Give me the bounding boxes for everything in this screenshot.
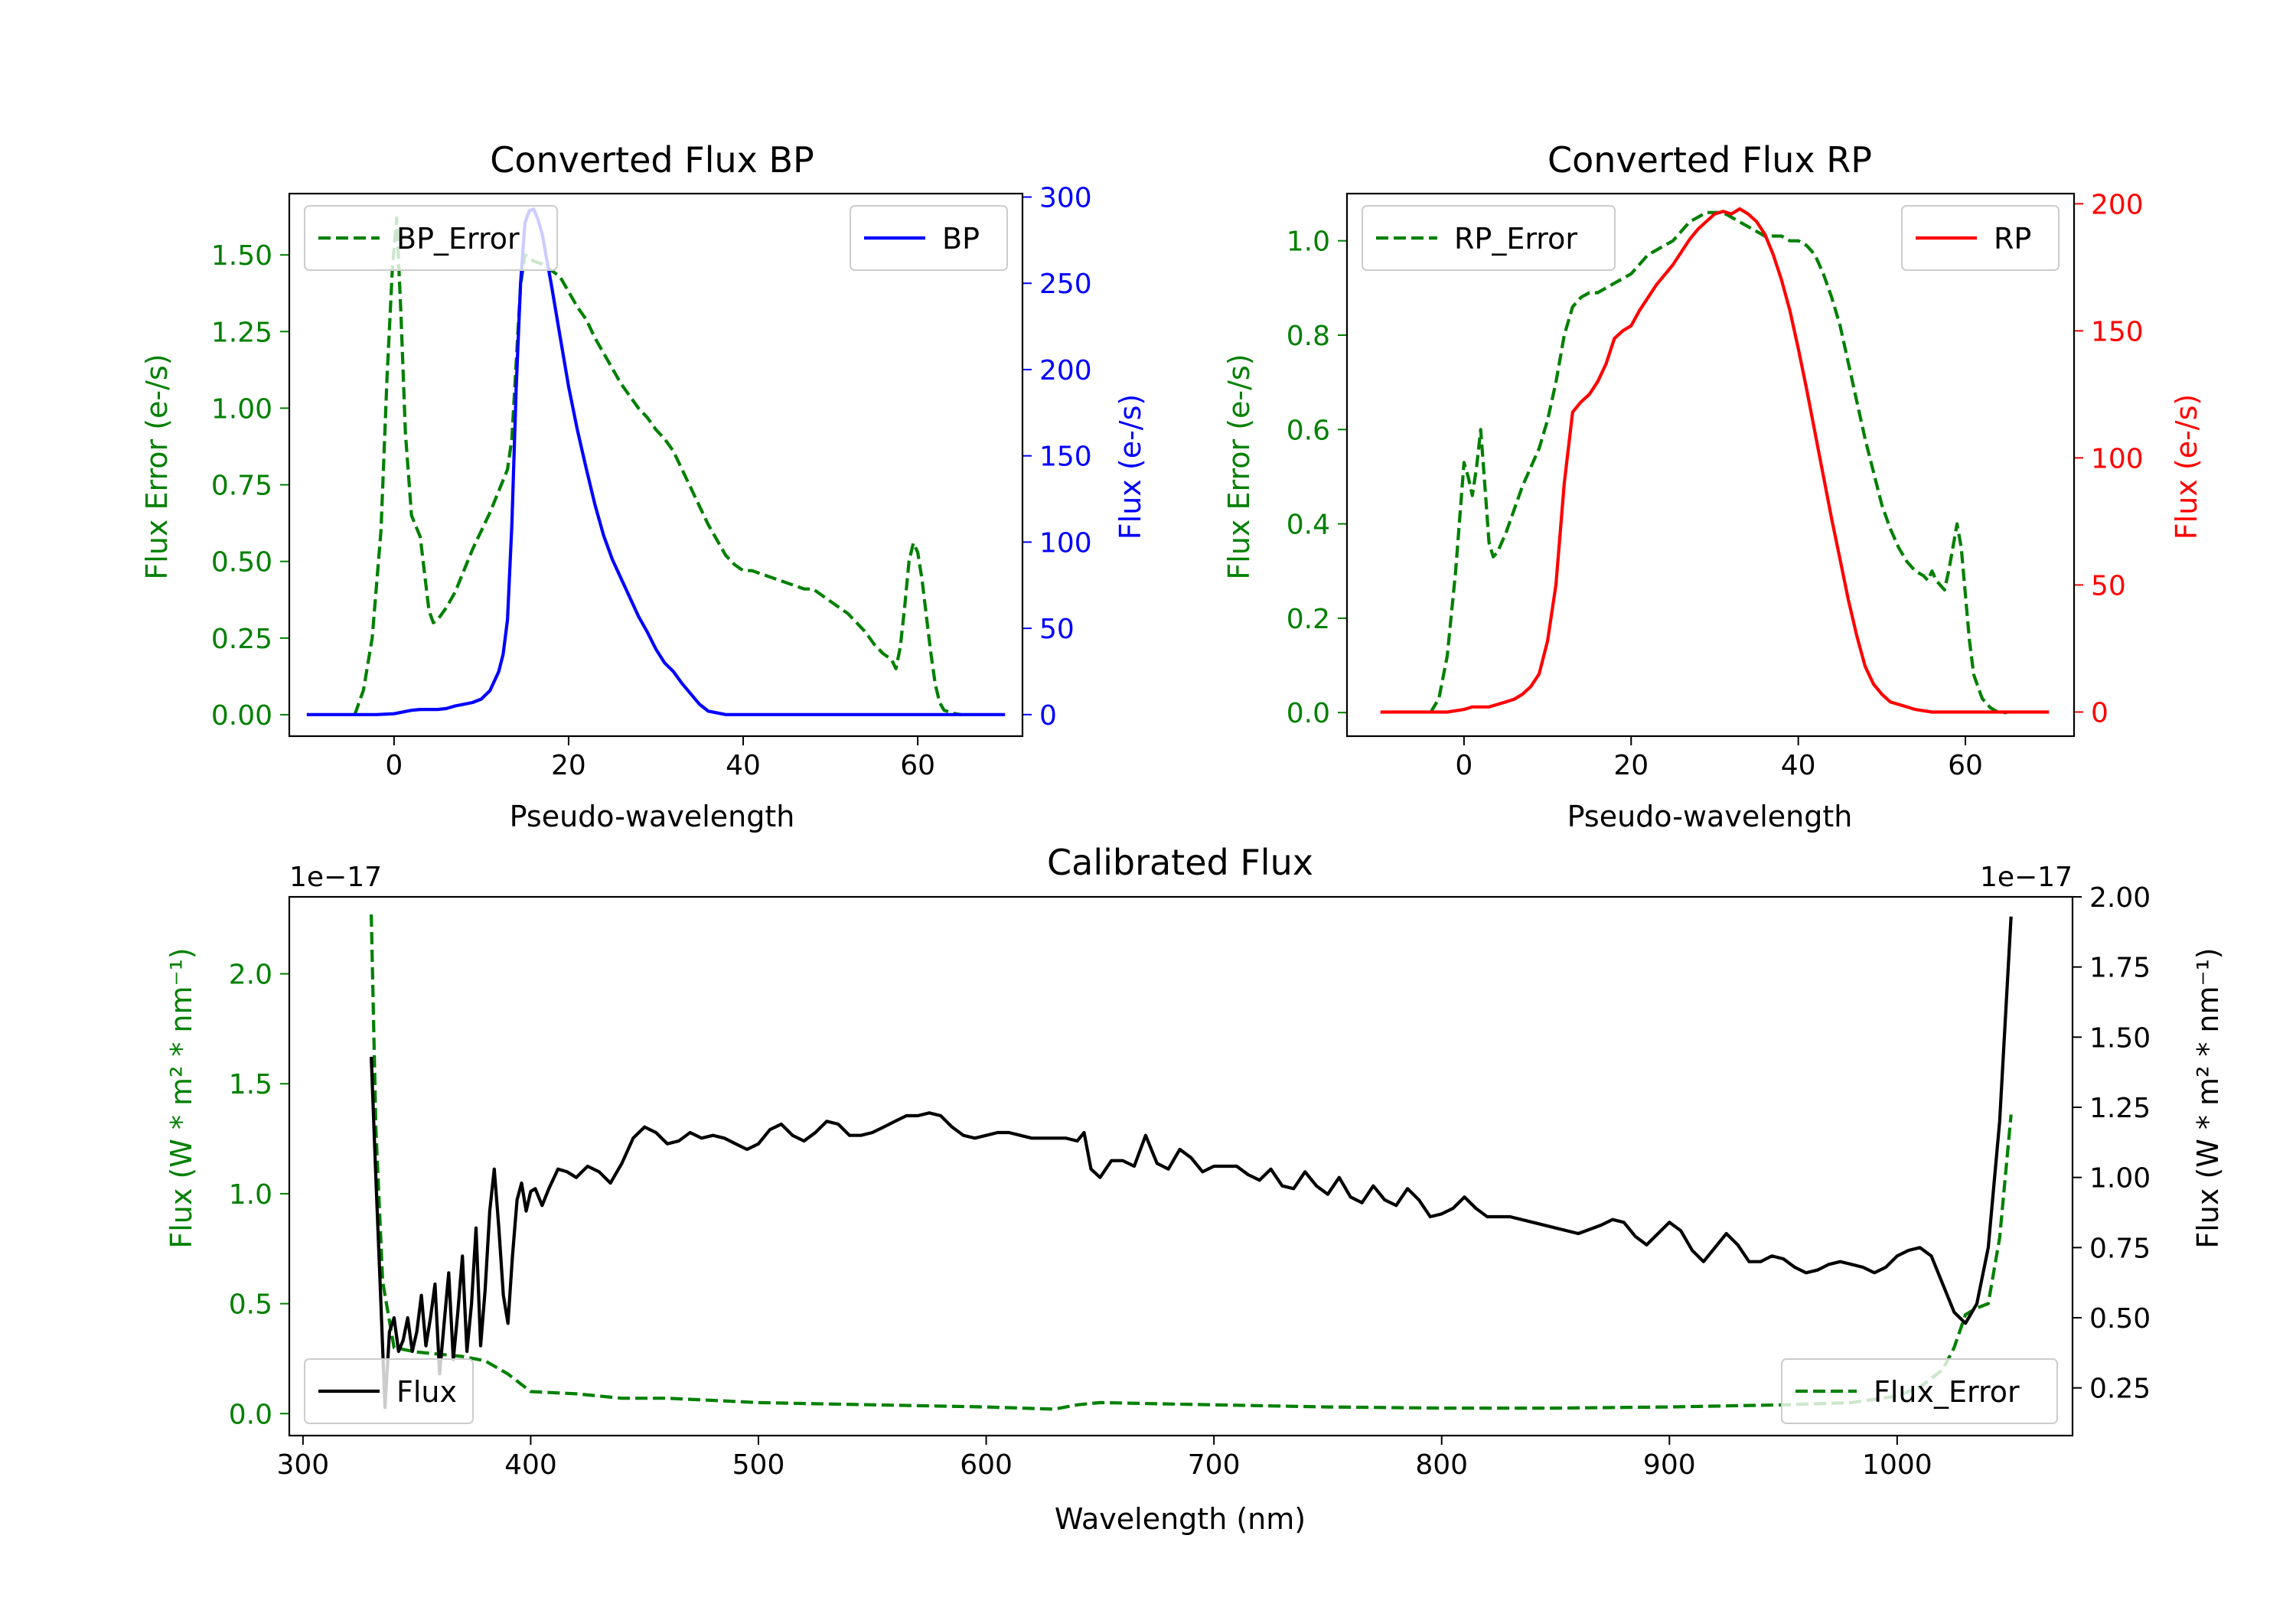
- cal-left-tick-label: 2.0: [229, 960, 272, 991]
- rp-chart-title: Converted Flux RP: [1548, 139, 1872, 181]
- cal-left-tick-label: 1.0: [229, 1179, 272, 1211]
- rp-x-tick-label: 60: [1948, 750, 1983, 781]
- rp-left-tick-label: 0.4: [1287, 510, 1330, 541]
- legend-label: Flux: [396, 1375, 457, 1409]
- bp-x-tick-label: 60: [900, 750, 935, 781]
- cal-x-tick-label: 500: [732, 1449, 785, 1481]
- cal-right-tick-label: 0.25: [2089, 1374, 2151, 1405]
- bp-x-axis-label: Pseudo-wavelength: [510, 800, 795, 833]
- cal-right-tick-label: 1.25: [2089, 1093, 2151, 1124]
- cal-right-tick-label: 0.75: [2089, 1233, 2151, 1264]
- cal-right-axis-label: Flux (W * m² * nm⁻¹): [2191, 947, 2225, 1248]
- cal-x-tick-label: 700: [1188, 1449, 1241, 1481]
- legend-label: BP_Error: [396, 222, 520, 256]
- legend-box: [1362, 205, 1616, 271]
- legend-box: [1901, 205, 2060, 271]
- cal-chart-title: Calibrated Flux: [1047, 842, 1313, 883]
- rp-series-rp-error: [1429, 210, 2007, 715]
- cal-series-flux: [370, 916, 2013, 1410]
- rp-x-axis-label: Pseudo-wavelength: [1567, 800, 1853, 833]
- rp-right-tick-label: 150: [2091, 316, 2144, 347]
- bp-legend-bp: BP: [850, 205, 1008, 271]
- bp-right-tick-label: 200: [1039, 355, 1092, 386]
- cal-x-tick-label: 800: [1415, 1449, 1468, 1481]
- rp-left-tick-label: 0.2: [1287, 604, 1330, 635]
- legend-label: BP: [942, 222, 980, 256]
- legend-box: [850, 205, 1008, 271]
- cal-left-tick-label: 1.5: [229, 1069, 272, 1100]
- cal-left-offset-label: 1e−17: [289, 862, 382, 893]
- cal-x-tick-label: 400: [504, 1449, 557, 1481]
- rp-left-tick-label: 0.0: [1287, 698, 1330, 729]
- legend-label: RP: [1994, 222, 2031, 256]
- bp-left-tick-label: 1.00: [211, 393, 272, 425]
- bp-x-tick-label: 20: [551, 750, 586, 781]
- cal-x-axis-label: Wavelength (nm): [1055, 1502, 1306, 1536]
- cal-x-tick-label: 900: [1643, 1449, 1696, 1481]
- bp-right-tick-label: 50: [1039, 614, 1075, 645]
- legend-label: Flux_Error: [1874, 1375, 2020, 1409]
- rp-legend-rp: RP: [1901, 205, 2060, 271]
- legend-label: RP_Error: [1454, 222, 1577, 256]
- bp-left-tick-label: 0.75: [211, 471, 272, 502]
- cal-left-tick-label: 0.5: [229, 1289, 272, 1321]
- bp-left-tick-label: 1.25: [211, 317, 272, 348]
- legend-box: [1781, 1358, 2058, 1424]
- bp-left-tick-label: 0.25: [211, 624, 272, 655]
- rp-left-tick-label: 1.0: [1287, 227, 1330, 258]
- cal-plot-frame: [288, 895, 2074, 1437]
- rp-left-tick-label: 0.8: [1287, 321, 1330, 352]
- cal-left-tick-label: 0.0: [229, 1399, 272, 1430]
- rp-right-tick-label: 0: [2091, 697, 2108, 729]
- bp-right-tick-label: 100: [1039, 527, 1092, 559]
- bp-series-bp-error: [353, 216, 962, 717]
- cal-x-tick-label: 300: [276, 1449, 329, 1481]
- bp-right-axis-label: Flux (e-/s): [1114, 394, 1147, 539]
- rp-x-tick-label: 40: [1781, 750, 1816, 781]
- bp-right-tick-label: 150: [1039, 442, 1092, 473]
- bp-series-bp: [306, 207, 1006, 716]
- cal-right-tick-label: 0.50: [2089, 1303, 2151, 1335]
- legend-box: [304, 1358, 474, 1424]
- bp-left-tick-label: 0.50: [211, 547, 272, 579]
- rp-x-tick-label: 20: [1613, 750, 1649, 781]
- rp-right-tick-label: 100: [2091, 443, 2144, 474]
- rp-left-tick-label: 0.6: [1287, 415, 1330, 446]
- bp-chart-title: Converted Flux BP: [490, 139, 814, 181]
- legend-box: [304, 205, 558, 271]
- bp-right-tick-label: 250: [1039, 269, 1092, 300]
- rp-plot-frame: [1345, 192, 2076, 738]
- cal-x-tick-label: 1000: [1862, 1449, 1932, 1481]
- rp-chart: Converted Flux RP Pseudo-wavelength Flux…: [1222, 139, 2203, 833]
- bp-left-axis-label: Flux Error (e-/s): [140, 354, 174, 579]
- bp-x-tick-label: 40: [726, 750, 761, 781]
- rp-right-axis-label: Flux (e-/s): [2170, 394, 2203, 539]
- bp-right-tick-label: 0: [1039, 700, 1057, 732]
- bp-chart: Converted Flux BP Pseudo-wavelength Flux…: [140, 139, 1147, 833]
- cal-legend-flux: Flux: [304, 1358, 474, 1424]
- cal-x-tick-label: 600: [960, 1449, 1013, 1481]
- calibrated-chart: Calibrated Flux Wavelength (nm) Flux (W …: [165, 842, 2225, 1536]
- rp-series-rp: [1380, 207, 2050, 714]
- bp-left-tick-label: 1.50: [211, 240, 272, 272]
- rp-right-tick-label: 50: [2091, 570, 2126, 601]
- rp-x-tick-label: 0: [1455, 750, 1473, 781]
- bp-legend-bp-error: BP_Error: [304, 205, 558, 271]
- rp-right-tick-label: 200: [2091, 189, 2144, 220]
- cal-legend-flux-error: Flux_Error: [1781, 1358, 2058, 1424]
- bp-right-tick-label: 300: [1039, 183, 1092, 214]
- cal-right-tick-label: 1.50: [2089, 1022, 2151, 1054]
- cal-right-tick-label: 1.75: [2089, 953, 2151, 984]
- cal-left-axis-label: Flux (W * m² * nm⁻¹): [165, 947, 198, 1248]
- rp-left-axis-label: Flux Error (e-/s): [1222, 354, 1256, 579]
- bp-x-tick-label: 0: [385, 750, 403, 781]
- bp-plot-frame: [288, 192, 1024, 738]
- cal-right-tick-label: 1.00: [2089, 1163, 2151, 1195]
- cal-right-offset-label: 1e−17: [1980, 862, 2073, 893]
- cal-right-tick-label: 2.00: [2089, 882, 2151, 914]
- rp-legend-rp-error: RP_Error: [1362, 205, 1616, 271]
- bp-left-tick-label: 0.00: [211, 700, 272, 732]
